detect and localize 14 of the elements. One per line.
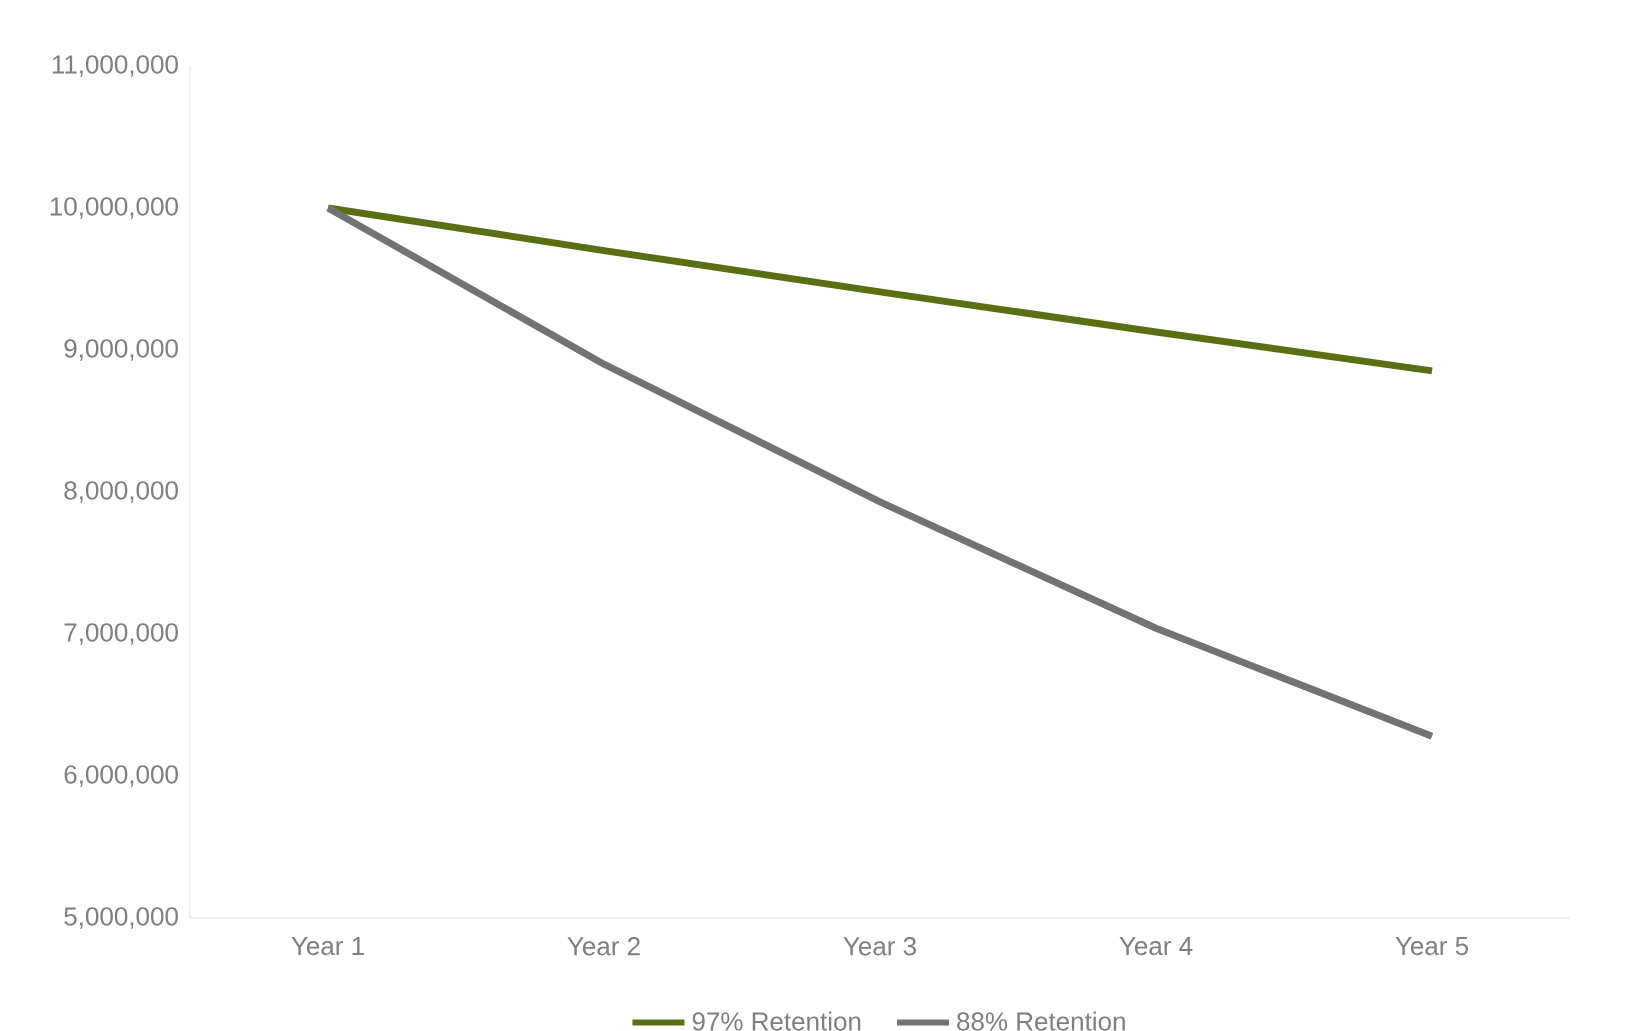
legend-label: 88% Retention bbox=[957, 1011, 1125, 1031]
x-tick-label: Year 5 bbox=[1395, 937, 1469, 956]
x-tick-label: Year 3 bbox=[843, 937, 916, 956]
x-tick-label: Year 2 bbox=[567, 937, 640, 956]
y-tick-label: 11,000,000 bbox=[52, 55, 178, 77]
y-tick-label: 9,000,000 bbox=[64, 339, 178, 361]
y-tick-label: 8,000,000 bbox=[64, 481, 178, 503]
x-tick-label: Year 4 bbox=[1119, 937, 1193, 956]
y-tick-label: 7,000,000 bbox=[64, 623, 178, 645]
y-tick-label: 6,000,000 bbox=[64, 765, 178, 787]
y-tick-label: 5,000,000 bbox=[64, 907, 178, 929]
x-tick-label: Year 1 bbox=[291, 937, 364, 956]
y-tick-label: 10,000,000 bbox=[50, 197, 178, 219]
legend-label: 97% Retention bbox=[692, 1011, 861, 1031]
